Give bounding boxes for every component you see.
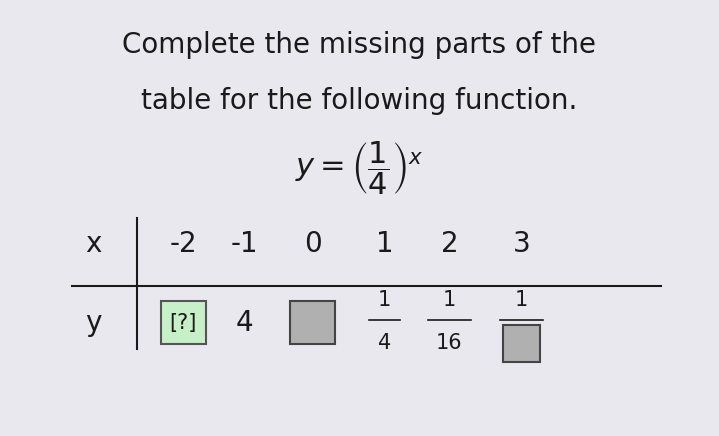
Text: table for the following function.: table for the following function. — [142, 87, 577, 115]
Text: 1: 1 — [515, 290, 528, 310]
Text: 4: 4 — [236, 309, 253, 337]
Text: $y = \left(\dfrac{1}{4}\right)^x$: $y = \left(\dfrac{1}{4}\right)^x$ — [296, 139, 423, 197]
Text: 1: 1 — [378, 290, 391, 310]
Text: -1: -1 — [231, 230, 258, 258]
Text: 3: 3 — [513, 230, 530, 258]
Text: y: y — [86, 309, 101, 337]
Text: 4: 4 — [378, 333, 391, 353]
FancyBboxPatch shape — [290, 301, 335, 344]
Text: -2: -2 — [170, 230, 197, 258]
Text: Complete the missing parts of the: Complete the missing parts of the — [122, 31, 597, 58]
Text: x: x — [86, 230, 101, 258]
Text: 1: 1 — [443, 290, 456, 310]
Text: 0: 0 — [304, 230, 321, 258]
FancyBboxPatch shape — [503, 324, 540, 361]
Text: [?]: [?] — [170, 313, 197, 333]
Text: 1: 1 — [376, 230, 393, 258]
Text: 16: 16 — [436, 333, 463, 353]
Text: 2: 2 — [441, 230, 458, 258]
FancyBboxPatch shape — [161, 301, 206, 344]
